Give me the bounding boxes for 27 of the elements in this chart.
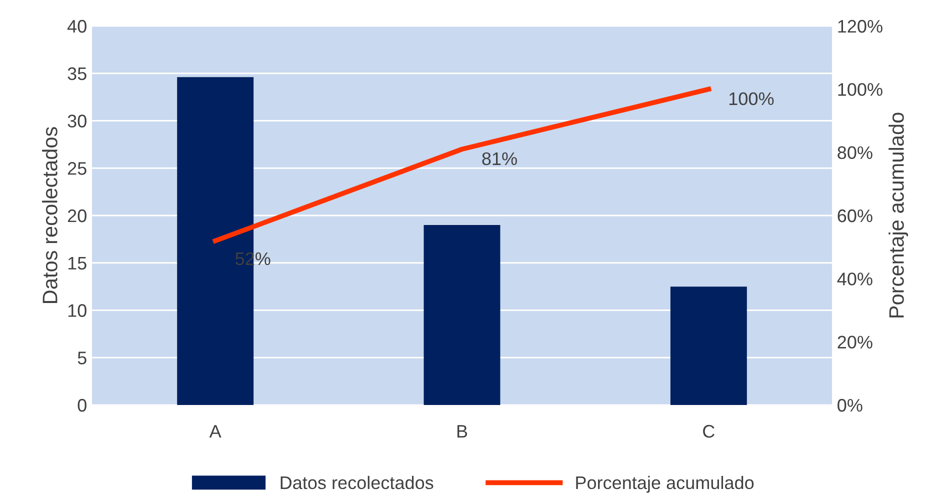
- y2-tick-label: 80%: [838, 146, 872, 160]
- y2-tick-label: 40%: [837, 272, 872, 286]
- y2-tick-label: 0%: [838, 398, 862, 412]
- y2-tick-label: 100%: [838, 83, 882, 96]
- bar: [424, 224, 500, 405]
- legend-label: Datos recolectados: [280, 476, 434, 490]
- y-tick-label: 20: [68, 209, 86, 222]
- x-tick-label: B: [457, 425, 468, 438]
- y-tick-label: 30: [68, 114, 86, 128]
- y-tick-label: 25: [68, 162, 86, 175]
- y-tick-label: 10: [68, 304, 86, 317]
- data-label: 81%: [482, 152, 517, 166]
- y2-axis-title: Porcentaje acumulado: [888, 112, 908, 318]
- y-tick-label: 40: [67, 20, 86, 33]
- y-axis-title: Datos recolectados: [42, 127, 58, 303]
- y-tick-label: 15: [68, 256, 86, 270]
- y2-tick-label: 20%: [838, 336, 872, 349]
- y-tick-label: 0: [78, 398, 86, 412]
- x-tick-label: C: [703, 424, 714, 438]
- data-label: 100%: [729, 92, 774, 106]
- y2-tick-label: 60%: [838, 209, 872, 222]
- x-tick-label: A: [209, 425, 222, 438]
- legend-label: Porcentaje acumulado: [576, 476, 754, 493]
- y-tick-label: 5: [78, 352, 86, 364]
- y2-tick-label: 120%: [838, 20, 882, 33]
- bar: [670, 286, 747, 405]
- y-tick-label: 35: [68, 67, 86, 80]
